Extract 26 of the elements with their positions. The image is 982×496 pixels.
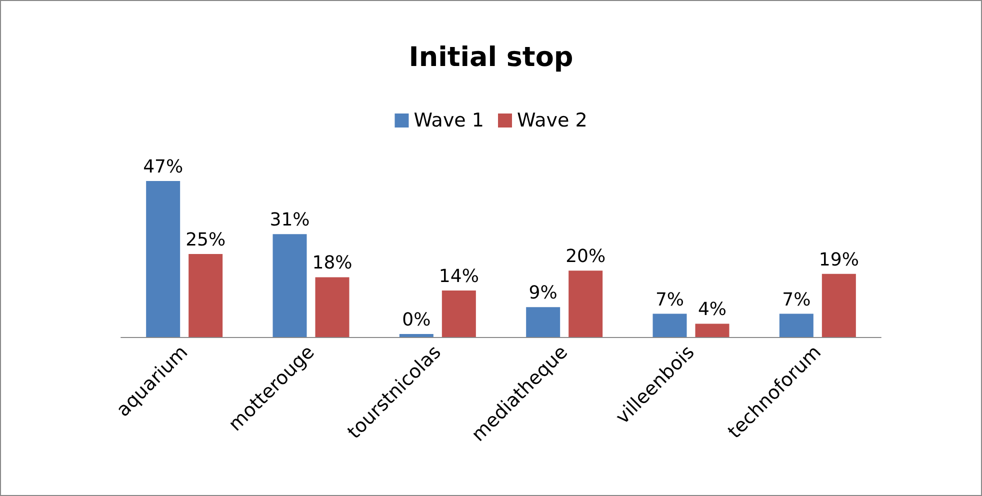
- bar: [779, 314, 814, 337]
- data-label: 0%: [402, 310, 431, 330]
- data-label: 20%: [566, 246, 606, 268]
- data-label: 47%: [143, 156, 184, 178]
- data-label: 14%: [438, 266, 479, 288]
- bar: [272, 234, 307, 337]
- bar: [568, 270, 603, 337]
- data-label: 19%: [818, 249, 859, 270]
- bar: [188, 254, 223, 337]
- bar: [442, 290, 476, 337]
- data-label: 7%: [655, 289, 684, 310]
- data-label: 31%: [270, 210, 310, 231]
- data-label: 4%: [698, 299, 727, 320]
- bar: [526, 307, 560, 337]
- data-label: 9%: [528, 282, 558, 304]
- legend-label: Wave 1: [414, 110, 484, 132]
- bar: [146, 180, 180, 337]
- data-label: 25%: [186, 230, 226, 250]
- bar: [315, 277, 350, 337]
- legend-label: Wave 2: [517, 110, 588, 132]
- chart-title: Initial stop: [408, 42, 574, 73]
- bar: [652, 314, 687, 337]
- bar: [695, 324, 730, 337]
- data-label: 7%: [782, 289, 811, 310]
- data-label: 18%: [312, 252, 352, 274]
- bar: [822, 274, 856, 337]
